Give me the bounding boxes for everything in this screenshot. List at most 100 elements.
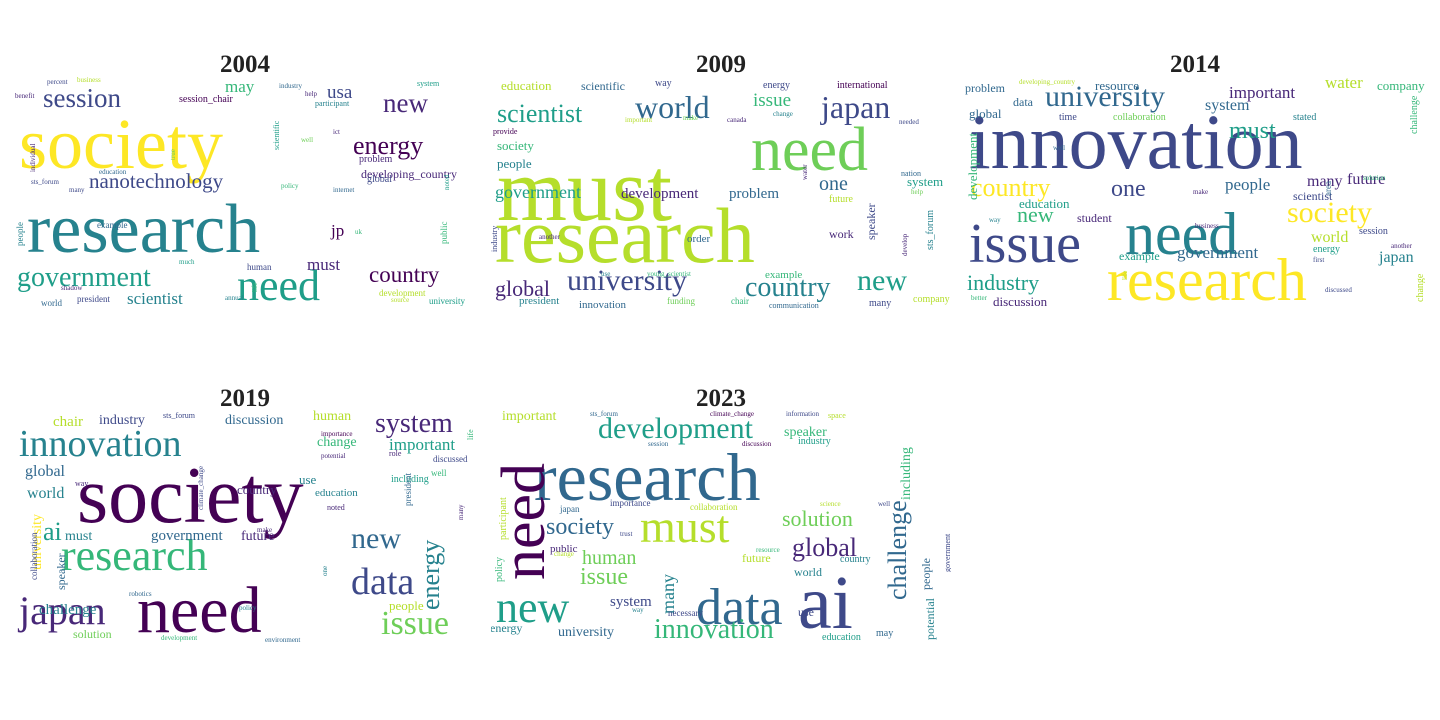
word-must: must [640, 501, 730, 552]
word-world: world [635, 89, 710, 125]
word-may: may [876, 628, 893, 639]
word-necessary: necessary [668, 608, 703, 618]
word-water: water [1325, 76, 1363, 92]
word-important: important [625, 116, 652, 124]
word-world: world [41, 298, 62, 308]
word-education: education [99, 168, 127, 176]
word-many: many [869, 298, 891, 309]
word-development: development [598, 412, 754, 445]
word-education: education [822, 632, 861, 643]
word-help: help [305, 90, 318, 98]
word-research: research [27, 191, 260, 268]
word-new: new [1017, 202, 1054, 227]
word-session-chair: session_chair [179, 94, 234, 105]
word-company: company [1377, 78, 1425, 93]
word-government: government [151, 528, 223, 544]
word-way: way [655, 78, 672, 89]
word-percent: percent [47, 78, 68, 86]
word-industry: industry [99, 413, 145, 428]
word-people: people [497, 156, 532, 171]
word-people: people [389, 598, 424, 613]
word-system: system [1205, 97, 1250, 114]
word-resource: resource [1095, 78, 1139, 93]
word-new: new [857, 264, 907, 297]
word-development: development [621, 186, 699, 202]
word-sts-forum: sts_forum [590, 410, 619, 418]
word-way: way [989, 216, 1001, 224]
word-life: life [251, 283, 259, 292]
word-discussion: discussion [225, 413, 283, 428]
word-jp: jp [330, 221, 344, 240]
word-information: information [786, 410, 820, 418]
word-well: well [878, 500, 890, 508]
word-make: make [257, 526, 272, 534]
word-system: system [417, 79, 440, 88]
word-science: science [820, 500, 841, 508]
word-government: government [943, 533, 951, 572]
word-way: way [632, 606, 644, 614]
word-role: role [389, 449, 402, 458]
word-innovation: innovation [654, 614, 774, 644]
word-human: human [313, 409, 351, 424]
word-global: global [495, 276, 550, 301]
word-challenge: challenge [39, 602, 97, 618]
word-climate-change: climate_change [710, 410, 754, 418]
word-well: well [1053, 144, 1065, 152]
word-speaker: speaker [864, 203, 878, 240]
word-university: university [558, 625, 614, 640]
word-scientific: scientific [581, 79, 625, 93]
word-data: data [696, 579, 783, 636]
word-research: research [61, 531, 208, 580]
word-cloud-2004: society research need government session new e… [15, 76, 475, 314]
word-country: country [971, 173, 1050, 202]
word-government: government [495, 182, 581, 202]
word-government: government [17, 262, 151, 293]
word-collaboration: collaboration [1113, 112, 1166, 123]
word-problem: problem [729, 186, 779, 202]
word-many: many [1307, 173, 1343, 190]
word-society: society [19, 104, 223, 184]
word-including: including [391, 474, 429, 485]
word-well: well [301, 136, 313, 144]
word-japan: japan [559, 504, 580, 514]
word-young-scientist: young_scientist [647, 270, 691, 278]
word-university: university [30, 514, 45, 570]
word-change: change [317, 435, 357, 450]
word-communication: communication [769, 301, 819, 310]
word-time: time [1059, 112, 1077, 123]
word-solution: solution [782, 506, 853, 531]
word-problem: problem [359, 154, 393, 165]
word-may: may [225, 77, 255, 96]
word-change: change [773, 110, 793, 118]
word-scientist: scientist [497, 99, 583, 128]
word-resource: resource [756, 546, 780, 554]
word-president: president [403, 473, 413, 506]
word-much: much [179, 258, 195, 266]
word-another: another [1391, 242, 1413, 250]
word-development: development [965, 132, 980, 200]
word-energy: energy [491, 621, 522, 635]
word-energy: energy [416, 540, 445, 610]
word-innovation: innovation [579, 299, 627, 311]
word-potential: potential [923, 597, 937, 640]
word-future: future [241, 529, 274, 544]
word-session: session [43, 83, 122, 113]
word-new: new [496, 583, 570, 632]
word-society: society [77, 452, 304, 540]
word-example: example [1119, 249, 1160, 263]
panel-title-2023: 2023 [696, 385, 746, 412]
word-change: change [1415, 273, 1425, 302]
word-need: need [491, 463, 558, 580]
word-cloud-2014-svg: innovation research issue need university soc… [965, 76, 1425, 313]
word-world: world [1311, 229, 1348, 246]
word-must: must [497, 141, 672, 240]
word-people: people [15, 222, 25, 246]
word-international: international [837, 80, 888, 91]
word-japan: japan [1378, 249, 1414, 266]
word-stated: stated [1293, 112, 1316, 123]
word-business: business [1195, 222, 1219, 230]
word-potential: potential [321, 452, 346, 460]
word-industry: industry [491, 226, 499, 252]
word-make: make [1193, 188, 1208, 196]
